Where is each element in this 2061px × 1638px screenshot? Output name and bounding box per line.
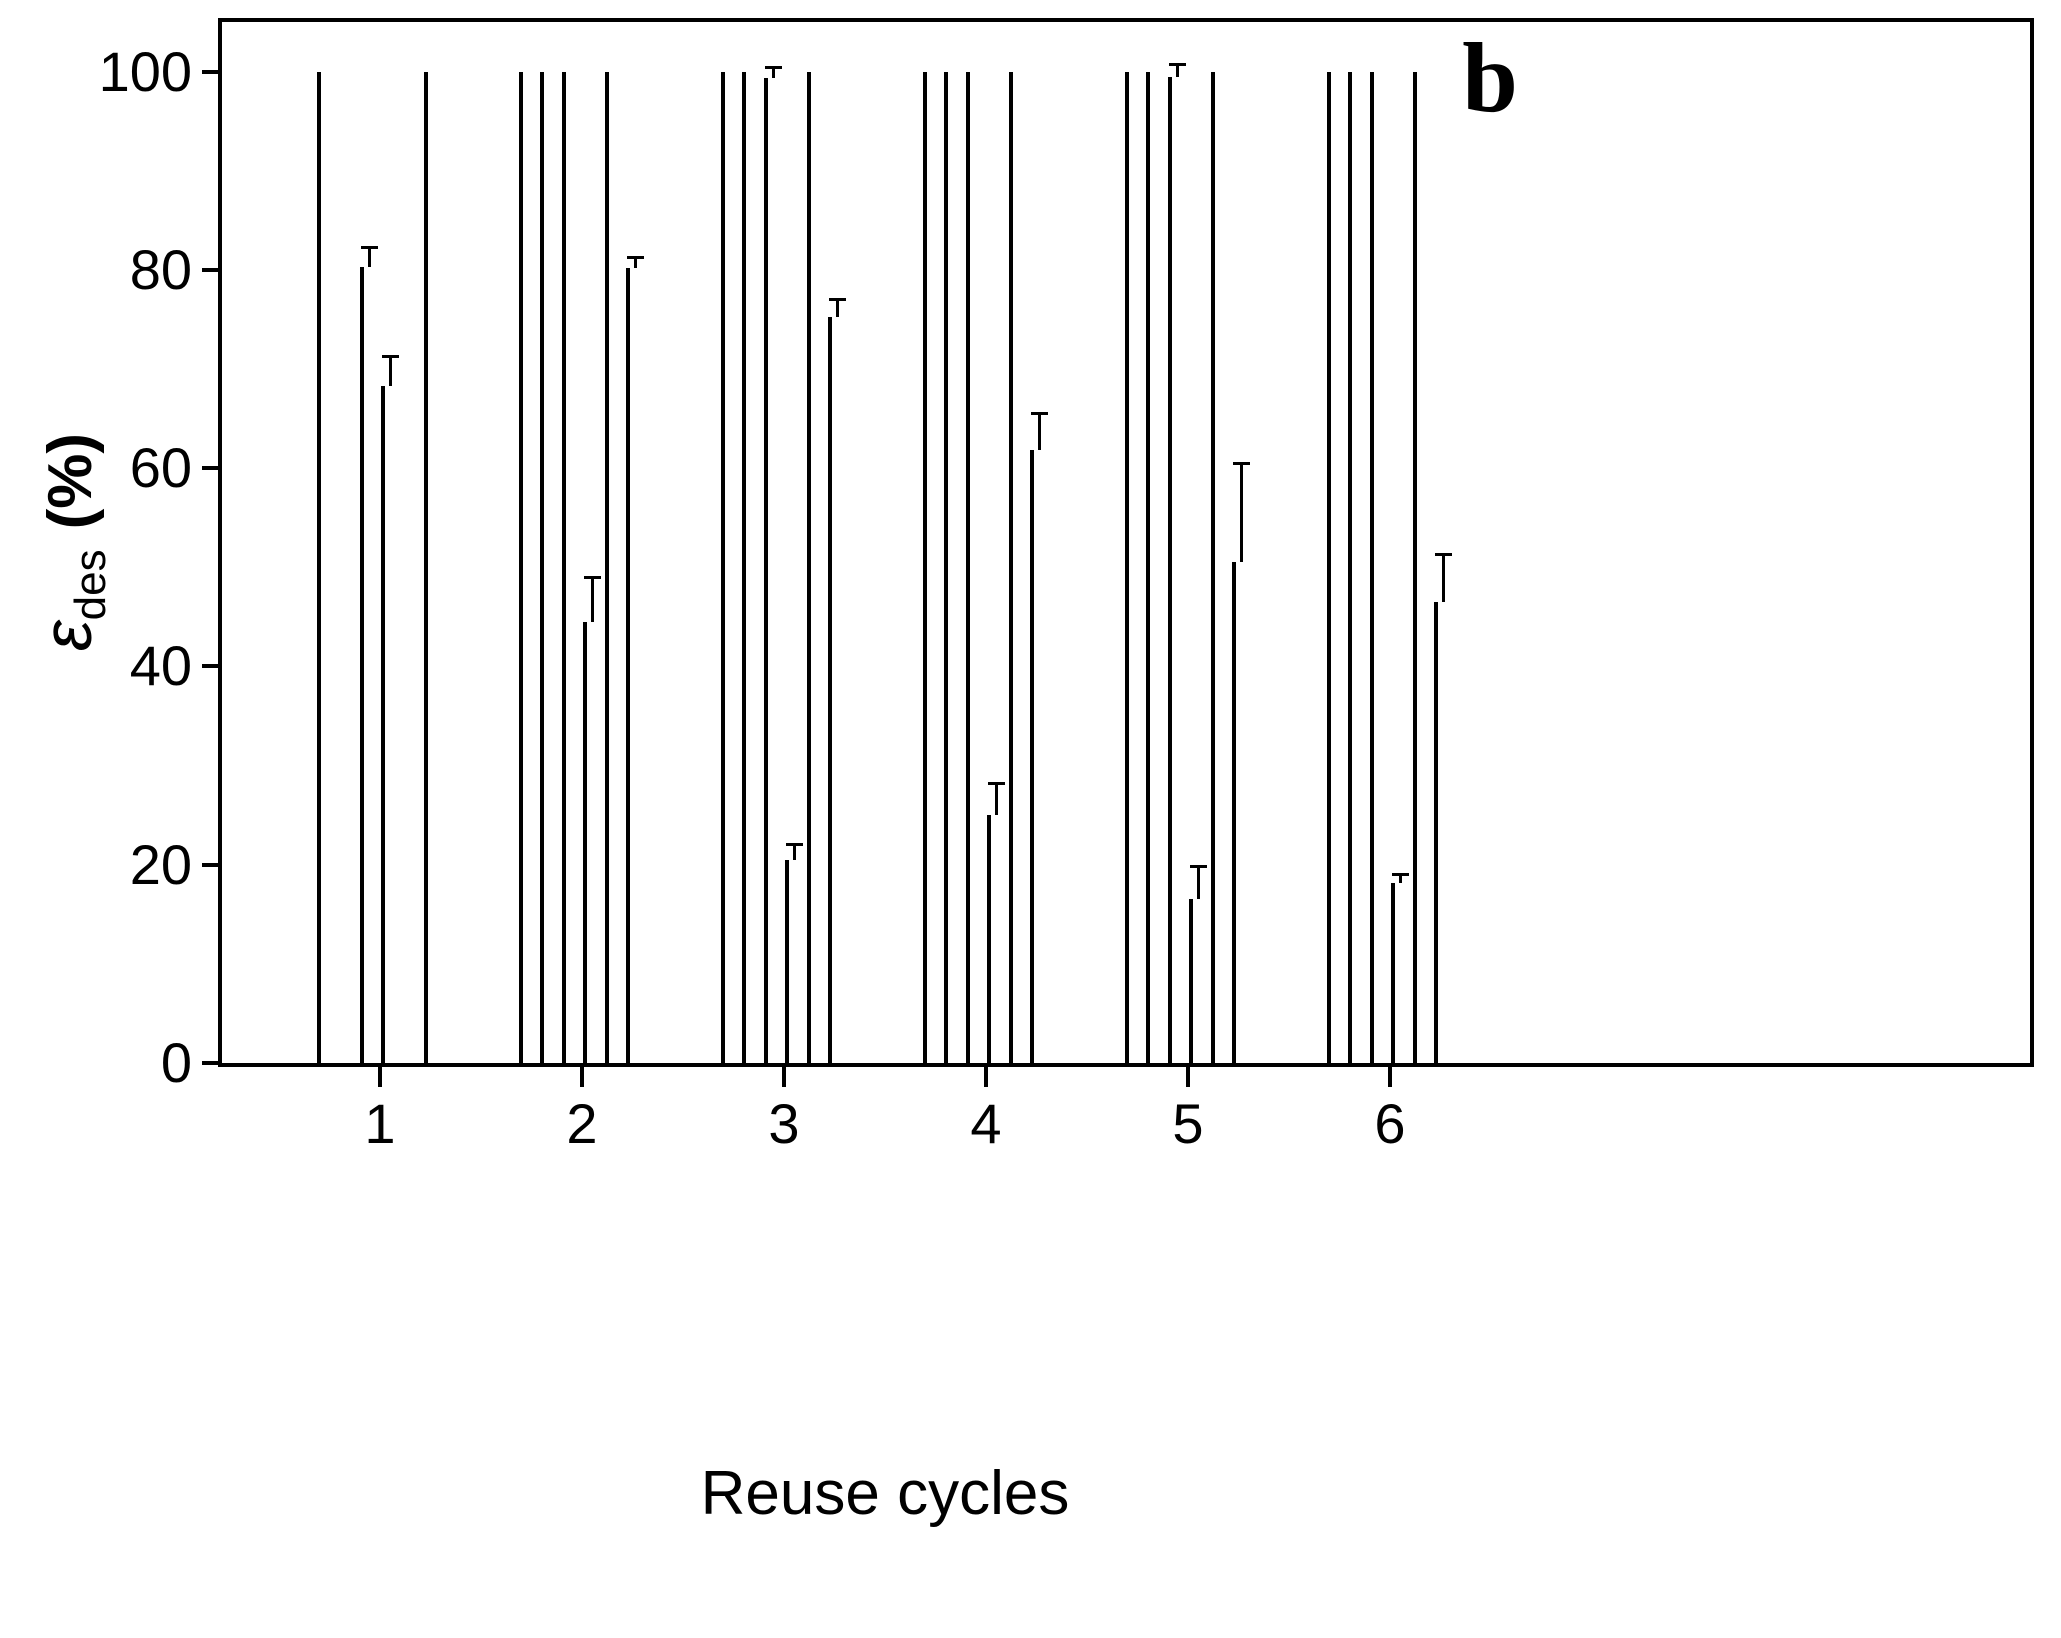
bar-yellow-cycle-3 (785, 859, 790, 1063)
y-axis-label: εdes(%) (27, 227, 115, 857)
bar-green-cycle-3 (763, 77, 768, 1063)
bar-black-cycle-3 (720, 71, 725, 1063)
error-bar-cap (1392, 873, 1410, 877)
bar-magenta-cycle-4 (1030, 450, 1035, 1063)
error-bar-cap (1190, 865, 1208, 869)
error-bar-cap (829, 298, 847, 302)
error-bar-line (771, 67, 775, 78)
x-tick-mark (984, 1067, 988, 1087)
y-tick-mark (202, 466, 222, 471)
x-tick-label: 4 (970, 1092, 1002, 1155)
error-bar-line (1038, 413, 1042, 451)
error-bar-line (1197, 866, 1201, 900)
bar-green-cycle-2 (561, 71, 566, 1063)
bar-black-cycle-4 (922, 71, 927, 1063)
bar-blue-cycle-4 (1008, 71, 1013, 1063)
error-bar-cap (627, 256, 645, 260)
y-tick-label: 20 (129, 832, 192, 896)
y-axis-subscript: des (66, 549, 115, 621)
x-tick-mark (378, 1067, 382, 1087)
bar-black-cycle-5 (1124, 71, 1129, 1063)
x-tick-label: 5 (1172, 1092, 1204, 1155)
bar-blue-cycle-2 (604, 71, 609, 1063)
y-tick-mark (202, 664, 222, 669)
y-tick-mark (202, 267, 222, 272)
bar-magenta-cycle-5 (1232, 562, 1237, 1063)
x-tick-mark (580, 1067, 584, 1087)
bar-red-cycle-2 (540, 71, 545, 1063)
y-tick-label: 100 (98, 39, 192, 103)
bar-magenta-cycle-6 (1434, 601, 1439, 1063)
x-tick-label: 2 (566, 1092, 598, 1155)
error-bar-cap (1168, 63, 1186, 67)
bar-black-cycle-6 (1326, 71, 1331, 1063)
bar-magenta-cycle-2 (626, 267, 631, 1063)
y-tick-mark (202, 69, 222, 74)
bar-blue-cycle-3 (806, 71, 811, 1063)
bar-yellow-cycle-6 (1391, 882, 1396, 1063)
y-tick-label: 0 (160, 1031, 192, 1094)
bar-green-cycle-5 (1167, 76, 1172, 1063)
y-tick-mark (202, 1061, 222, 1065)
error-bar-cap (382, 354, 400, 358)
error-bar-cap (1031, 412, 1049, 416)
bar-red-cycle-3 (742, 71, 747, 1063)
error-bar-line (634, 257, 638, 268)
error-bar-line (793, 844, 797, 860)
error-bar-cap (360, 245, 378, 249)
bar-magenta-cycle-3 (828, 317, 833, 1063)
bar-green-cycle-1 (359, 266, 364, 1063)
bar-red-cycle-5 (1146, 71, 1151, 1063)
y-tick-label: 80 (129, 237, 192, 301)
x-tick-mark (1388, 1067, 1392, 1087)
error-bar-cap (1435, 552, 1453, 556)
error-bar-line (1240, 463, 1244, 563)
bar-yellow-cycle-1 (381, 385, 386, 1063)
bar-green-cycle-6 (1369, 71, 1374, 1063)
error-bar-line (836, 299, 840, 318)
bar-red-cycle-6 (1348, 71, 1353, 1063)
y-tick-label: 60 (129, 436, 192, 500)
bar-magenta-cycle-1 (424, 71, 429, 1063)
panel-label: b (1462, 22, 1518, 133)
error-bar-line (995, 783, 999, 816)
error-bar-cap (988, 781, 1006, 785)
error-bar-line (1399, 874, 1403, 883)
error-bar-line (1442, 554, 1446, 602)
error-bar-line (389, 356, 393, 386)
x-tick-mark (782, 1067, 786, 1087)
bar-yellow-cycle-4 (987, 815, 992, 1063)
error-bar-cap (1233, 461, 1251, 465)
y-tick-label: 40 (129, 634, 192, 698)
x-axis-label: Reuse cycles (700, 1459, 1070, 1528)
error-bar-line (367, 247, 371, 267)
error-bar-cap (584, 575, 602, 579)
error-bar-cap (786, 843, 804, 847)
x-tick-label: 6 (1374, 1092, 1406, 1155)
y-tick-mark (202, 862, 222, 867)
bar-black-cycle-1 (316, 71, 321, 1063)
bar-yellow-cycle-2 (583, 621, 588, 1063)
x-tick-label: 3 (768, 1092, 800, 1155)
bar-black-cycle-2 (518, 71, 523, 1063)
x-tick-label: 1 (364, 1092, 396, 1155)
bar-green-cycle-4 (965, 71, 970, 1063)
error-bar-line (591, 577, 595, 622)
bar-blue-cycle-6 (1412, 71, 1417, 1063)
bar-red-cycle-4 (944, 71, 949, 1063)
plot-frame (218, 18, 2034, 1067)
error-bar-cap (764, 66, 782, 70)
bar-yellow-cycle-5 (1189, 899, 1194, 1063)
error-bar-line (1175, 64, 1179, 77)
x-tick-mark (1186, 1067, 1190, 1087)
bar-blue-cycle-5 (1210, 71, 1215, 1063)
